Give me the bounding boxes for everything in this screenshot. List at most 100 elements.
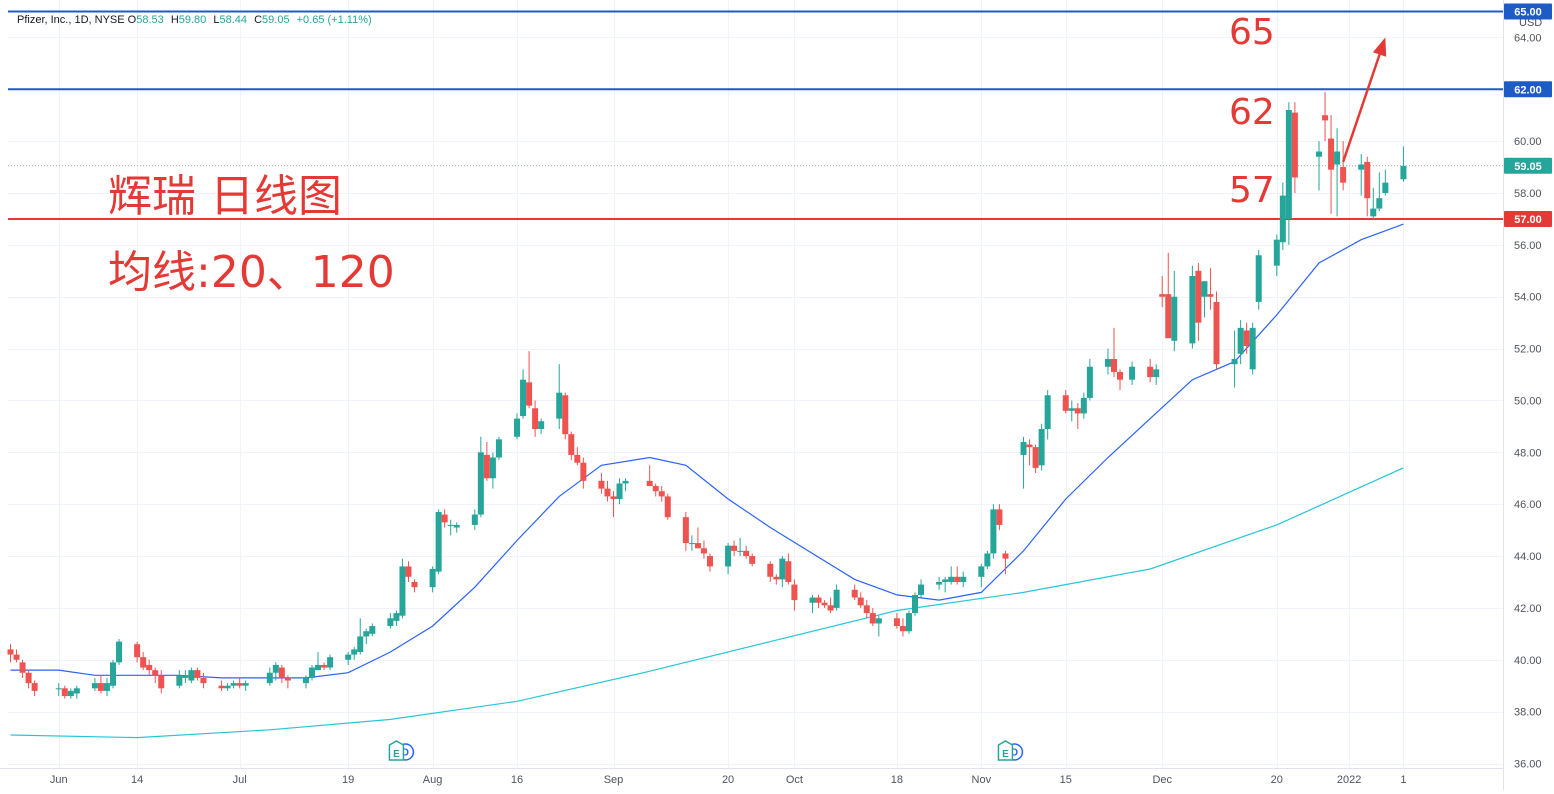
candle[interactable]: [405, 561, 412, 582]
candle[interactable]: [1400, 146, 1407, 182]
candle[interactable]: [55, 683, 62, 697]
candle[interactable]: [1159, 275, 1166, 308]
candle[interactable]: [236, 677, 243, 689]
candle[interactable]: [19, 659, 26, 678]
candle[interactable]: [815, 594, 822, 608]
candle[interactable]: [357, 618, 364, 655]
candle[interactable]: [556, 364, 563, 429]
candle[interactable]: [1201, 281, 1208, 318]
candle[interactable]: [610, 491, 617, 518]
candle[interactable]: [809, 594, 816, 614]
candle[interactable]: [918, 579, 925, 598]
candle[interactable]: [242, 680, 249, 691]
candle[interactable]: [1334, 128, 1341, 217]
candle[interactable]: [646, 465, 653, 487]
candle[interactable]: [13, 649, 20, 663]
candle[interactable]: [200, 672, 207, 689]
candle[interactable]: [103, 677, 110, 697]
candle[interactable]: [1279, 182, 1286, 251]
candle[interactable]: [857, 592, 864, 608]
candle[interactable]: [1153, 364, 1160, 385]
candle[interactable]: [604, 480, 611, 502]
candle[interactable]: [688, 535, 695, 551]
candle[interactable]: [996, 504, 1003, 531]
candle[interactable]: [1370, 187, 1377, 219]
candle[interactable]: [309, 664, 315, 681]
candle[interactable]: [399, 558, 406, 619]
candle[interactable]: [435, 509, 442, 575]
candle[interactable]: [773, 574, 780, 585]
candle[interactable]: [893, 613, 900, 629]
candle[interactable]: [351, 646, 358, 660]
candle[interactable]: [489, 452, 496, 489]
candle[interactable]: [1322, 91, 1329, 142]
candle[interactable]: [1285, 102, 1292, 245]
candle[interactable]: [520, 369, 527, 419]
candle[interactable]: [1340, 141, 1347, 191]
candle[interactable]: [188, 667, 195, 684]
candle[interactable]: [224, 683, 231, 691]
candle[interactable]: [345, 651, 352, 665]
candle[interactable]: [1074, 403, 1081, 429]
candle[interactable]: [779, 556, 786, 588]
candle[interactable]: [471, 509, 478, 531]
candle[interactable]: [134, 641, 141, 663]
candle[interactable]: [1020, 436, 1027, 489]
candle[interactable]: [61, 685, 68, 699]
candle[interactable]: [954, 566, 961, 585]
candle[interactable]: [393, 610, 400, 627]
candle[interactable]: [562, 392, 569, 440]
candle[interactable]: [942, 576, 949, 593]
candle[interactable]: [749, 553, 756, 567]
candle[interactable]: [767, 561, 774, 582]
candle[interactable]: [1249, 322, 1256, 375]
candle[interactable]: [869, 607, 876, 627]
earnings-marker[interactable]: DE: [997, 740, 1024, 761]
candle[interactable]: [176, 670, 183, 689]
candle[interactable]: [152, 667, 159, 684]
candle[interactable]: [936, 576, 943, 590]
candle[interactable]: [899, 618, 906, 637]
candle[interactable]: [538, 418, 545, 435]
candle[interactable]: [827, 597, 834, 614]
candle[interactable]: [706, 553, 713, 572]
candle[interactable]: [453, 522, 460, 533]
candle[interactable]: [658, 486, 665, 502]
candle[interactable]: [1255, 250, 1262, 310]
candle[interactable]: [302, 675, 309, 689]
candle[interactable]: [863, 600, 870, 619]
candle[interactable]: [664, 493, 671, 520]
candle[interactable]: [598, 473, 605, 494]
candle[interactable]: [110, 659, 117, 689]
price-tag-57[interactable]: 57.00: [1504, 210, 1552, 227]
candle[interactable]: [905, 610, 912, 634]
candle[interactable]: [725, 543, 732, 575]
candle[interactable]: [1243, 322, 1250, 354]
candle[interactable]: [1382, 169, 1389, 196]
candle[interactable]: [477, 436, 484, 518]
candle[interactable]: [411, 579, 418, 593]
candle[interactable]: [700, 540, 707, 559]
candle[interactable]: [743, 545, 750, 559]
price-tag-65[interactable]: 65.00: [1504, 3, 1552, 20]
candle[interactable]: [441, 509, 448, 528]
candle[interactable]: [694, 527, 701, 549]
candle[interactable]: [495, 436, 502, 461]
candle[interactable]: [851, 584, 858, 601]
candle[interactable]: [912, 592, 918, 616]
candle[interactable]: [7, 644, 14, 663]
candle[interactable]: [960, 571, 967, 588]
candle[interactable]: [737, 537, 744, 557]
candle[interactable]: [532, 400, 539, 437]
candle[interactable]: [978, 563, 985, 588]
candle[interactable]: [1026, 439, 1033, 466]
candle[interactable]: [990, 504, 997, 559]
candle[interactable]: [652, 483, 659, 497]
candle[interactable]: [514, 413, 521, 440]
candle[interactable]: [116, 639, 123, 665]
candle[interactable]: [580, 457, 587, 489]
candle[interactable]: [1129, 361, 1136, 385]
candle[interactable]: [1117, 369, 1124, 391]
